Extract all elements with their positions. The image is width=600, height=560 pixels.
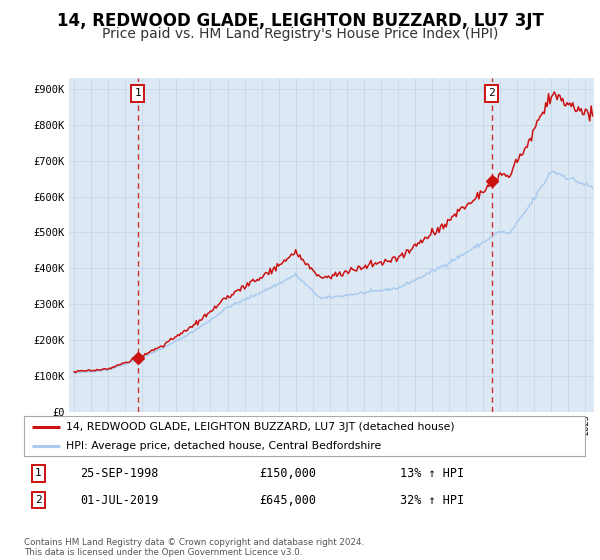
Text: HPI: Average price, detached house, Central Bedfordshire: HPI: Average price, detached house, Cent…: [66, 441, 382, 451]
Text: 14, REDWOOD GLADE, LEIGHTON BUZZARD, LU7 3JT: 14, REDWOOD GLADE, LEIGHTON BUZZARD, LU7…: [56, 12, 544, 30]
Text: 1: 1: [134, 88, 141, 99]
Text: 25-SEP-1998: 25-SEP-1998: [80, 467, 158, 480]
Text: 14, REDWOOD GLADE, LEIGHTON BUZZARD, LU7 3JT (detached house): 14, REDWOOD GLADE, LEIGHTON BUZZARD, LU7…: [66, 422, 455, 432]
Text: £645,000: £645,000: [260, 494, 317, 507]
Text: 1: 1: [35, 469, 41, 478]
Text: 2: 2: [488, 88, 495, 99]
Text: 32% ↑ HPI: 32% ↑ HPI: [400, 494, 464, 507]
Text: 01-JUL-2019: 01-JUL-2019: [80, 494, 158, 507]
Text: £150,000: £150,000: [260, 467, 317, 480]
Text: Price paid vs. HM Land Registry's House Price Index (HPI): Price paid vs. HM Land Registry's House …: [102, 27, 498, 41]
Text: 13% ↑ HPI: 13% ↑ HPI: [400, 467, 464, 480]
Text: Contains HM Land Registry data © Crown copyright and database right 2024.
This d: Contains HM Land Registry data © Crown c…: [24, 538, 364, 557]
Text: 2: 2: [35, 496, 41, 505]
